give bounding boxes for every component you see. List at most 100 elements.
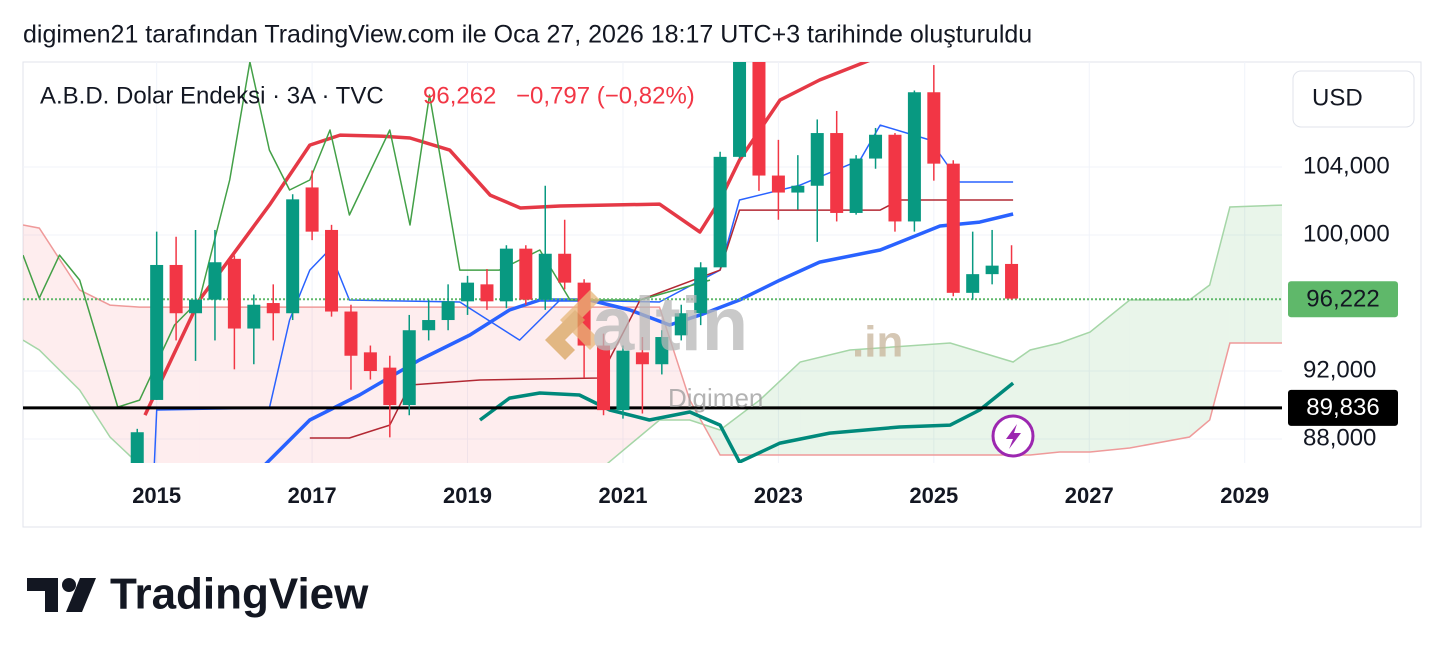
cloud-fill (299, 307, 400, 463)
candle-body (480, 284, 494, 302)
cloud-fill (1209, 206, 1230, 420)
candle-body (733, 62, 747, 157)
alert-bolt (1006, 424, 1021, 449)
price-label: 89,836 (1306, 394, 1379, 421)
x-tick-label: 2015 (132, 483, 181, 508)
cloud-fill (399, 307, 500, 463)
watermark: altin .in Digimen (545, 282, 903, 413)
x-tick-label: 2025 (909, 483, 958, 508)
candle-body (538, 253, 552, 300)
cloud-fill (1189, 285, 1210, 437)
x-tick-label: 2017 (288, 483, 337, 508)
candle-body (189, 299, 203, 314)
cloud-fill (79, 290, 111, 437)
cloud-fill (800, 349, 850, 456)
cloud-fill (199, 307, 300, 463)
candle-body (1005, 263, 1019, 299)
candle-body (869, 134, 883, 159)
price-label-box (1288, 281, 1398, 318)
candle-body (286, 199, 300, 314)
x-tick-label: 2029 (1220, 483, 1269, 508)
y-tick-label: 104,000 (1303, 152, 1390, 179)
candle-body (363, 352, 377, 372)
y-tick-label: 100,000 (1303, 220, 1390, 247)
cloud-fill (659, 307, 690, 420)
cloud-fill (599, 307, 660, 463)
y-tick-label: 92,000 (1303, 356, 1376, 383)
candle-body (635, 352, 649, 365)
candle-body (985, 265, 999, 275)
cloud-fill (1129, 299, 1190, 449)
candle-body (150, 264, 164, 400)
brand: TradingView (110, 570, 369, 619)
candle-body (849, 158, 863, 213)
candle-body (830, 133, 844, 213)
candle-body (927, 92, 941, 164)
candle-body (946, 163, 960, 293)
logo-dot (62, 578, 76, 592)
candle-body (694, 267, 708, 314)
candle-body (422, 320, 436, 331)
candle-body (402, 330, 416, 406)
cloud-fill (1090, 299, 1130, 452)
candle-body (169, 264, 183, 314)
plot-area (23, 62, 1282, 463)
candle-body (752, 62, 766, 176)
cloud-fill (139, 307, 200, 463)
candle-body (655, 337, 669, 365)
candle-body (674, 313, 688, 336)
watermark-author: Digimen (668, 383, 763, 413)
candle-body (344, 311, 358, 356)
indicator-line (478, 381, 1015, 463)
cloud-fill (23, 225, 40, 350)
candle-body (907, 92, 921, 222)
alert-icon[interactable] (991, 414, 1035, 458)
attribution: digimen21 tarafından TradingView.com ile… (23, 21, 1032, 49)
chart-frame (22, 61, 1422, 528)
legend: A.B.D. Dolar Endeksi · 3A · TVC 96,262 −… (40, 82, 695, 109)
symbol: A.B.D. Dolar Endeksi · 3A · TVC (40, 82, 384, 109)
candle-body (383, 367, 397, 406)
cloud-fill (1229, 205, 1282, 343)
candle-body (325, 229, 339, 312)
price-label: 96,222 (1306, 286, 1379, 313)
x-tick-label: 2019 (443, 483, 492, 508)
watermark-logo (545, 310, 585, 360)
cloud-span-b (23, 224, 1282, 456)
currency: USD (1312, 84, 1363, 111)
candle-body (597, 345, 611, 411)
price: 96,262 (423, 82, 496, 109)
candle-body (266, 303, 280, 314)
logo-v (66, 578, 96, 612)
candle-body (791, 185, 805, 193)
y-tick-label: 88,000 (1303, 424, 1376, 451)
cloud-fill (1059, 332, 1091, 452)
candle-body (713, 156, 727, 268)
candle-body (441, 301, 455, 321)
cloud-span-a (23, 204, 1282, 463)
candle-body (771, 175, 785, 193)
candle-body (888, 134, 902, 222)
candle-body (305, 187, 319, 232)
watermark-suffix: .in (852, 318, 903, 367)
candle-body (227, 258, 241, 329)
cloud-fill (1030, 342, 1060, 456)
candle-body (966, 274, 980, 293)
currency-box[interactable] (1292, 70, 1415, 128)
candle-body (247, 304, 261, 329)
candle-body (499, 248, 513, 302)
candle-body (616, 350, 630, 411)
x-tick-label: 2021 (598, 483, 647, 508)
candle-body (519, 248, 533, 300)
candle-body (558, 253, 572, 283)
watermark-text: altin (592, 282, 748, 367)
brand-logo: TradingView (27, 570, 369, 619)
x-tick-label: 2023 (754, 483, 803, 508)
change: −0,797 (−0,82%) (516, 82, 695, 109)
cloud-fill (39, 228, 80, 391)
cloud-fill (499, 307, 600, 463)
candle-body (208, 262, 222, 300)
indicator-line (309, 199, 1014, 439)
